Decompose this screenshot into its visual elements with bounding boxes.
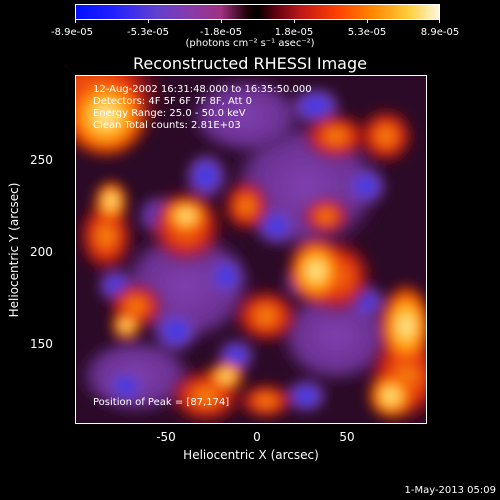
info-detectors: Detectors: 4F 5F 6F 7F 8F, Att 0 <box>93 96 253 107</box>
y-tick-label: 200 <box>30 245 53 259</box>
colorbar-tick <box>439 19 440 23</box>
colorbar-tick-label: 5.3e-05 <box>347 27 387 38</box>
y-axis-label: Heliocentric Y (arcsec) <box>7 182 21 318</box>
y-tick-label: 250 <box>30 153 53 167</box>
x-tick-label: -50 <box>156 430 176 444</box>
info-total-counts: Clean Total counts: 2.81E+03 <box>93 120 241 131</box>
timestamp: 1-May-2013 05:09 <box>404 485 496 496</box>
colorbar <box>75 4 440 20</box>
colorbar-tick-label: 1.8e-05 <box>274 27 314 38</box>
x-axis-label: Heliocentric X (arcsec) <box>183 448 319 462</box>
x-tick-label: 50 <box>339 430 355 444</box>
info-time-range: 12-Aug-2002 16:31:48.000 to 16:35:50.000 <box>93 84 312 95</box>
y-tick-label: 150 <box>30 337 53 351</box>
x-tick-label: 0 <box>253 430 261 444</box>
colorbar-tick <box>148 19 149 23</box>
info-energy-range: Energy Range: 25.0 - 50.0 keV <box>93 108 246 119</box>
image-title: Reconstructed RHESSI Image <box>133 54 367 73</box>
colorbar-tick <box>75 19 76 23</box>
colorbar-tick <box>367 19 368 23</box>
colorbar-tick <box>294 19 295 23</box>
image-canvas <box>76 76 426 423</box>
colorbar-tick-label: -1.8e-05 <box>200 27 242 38</box>
colorbar-tick <box>221 19 222 23</box>
rhessi-image <box>75 75 427 424</box>
info-peak-position: Position of Peak = [87,174] <box>93 397 230 408</box>
colorbar-tick-label: -5.3e-05 <box>127 27 169 38</box>
colorbar-tick-label: 8.9e-05 <box>420 27 460 38</box>
colorbar-units: (photons cm⁻² s⁻¹ asec⁻²) <box>185 38 315 49</box>
colorbar-tick-label: -8.9e-05 <box>51 27 93 38</box>
